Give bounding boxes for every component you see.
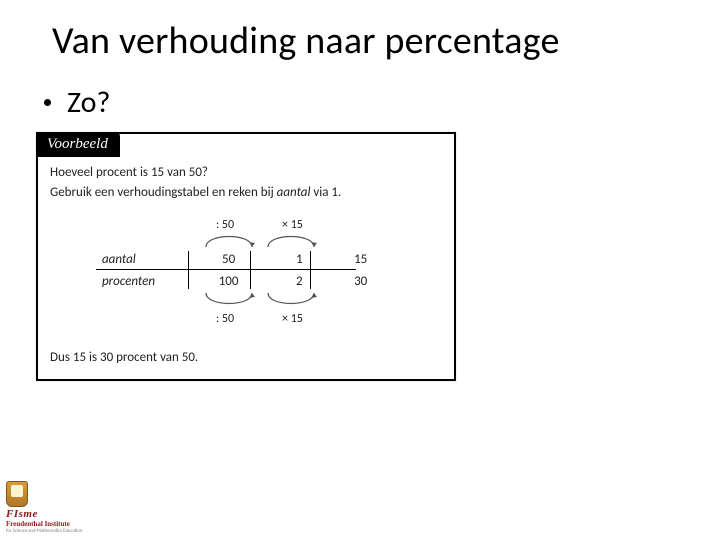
footer-line2: Freudenthal Institute — [6, 520, 70, 528]
cell-r1c2: 1 — [273, 249, 325, 271]
instruction-suffix: via 1. — [310, 185, 341, 200]
cell-r2c3: 30 — [325, 271, 396, 293]
cell-r1c1: 50 — [184, 249, 273, 271]
row-label-aantal: aantal — [96, 249, 184, 271]
arrow-top-left-icon — [200, 229, 258, 249]
slide: Van verhouding naar percentage Zo? Voorb… — [0, 0, 720, 540]
instruction-em: aantal — [277, 185, 311, 200]
footer-line1: FIsme — [6, 508, 38, 520]
op-label-bot-left: : 50 — [216, 311, 234, 327]
table-vline-1 — [188, 251, 189, 289]
example-conclusion: Dus 15 is 30 procent van 50. — [50, 349, 442, 367]
op-label-bot-right: × 15 — [282, 311, 303, 327]
crest-icon — [6, 481, 28, 507]
bullet-text: Zo? — [67, 84, 110, 121]
footer-line3: for Science and Mathematics Education — [6, 528, 82, 534]
table-hline — [96, 269, 356, 270]
example-body: Hoeveel procent is 15 van 50? Gebruik ee… — [38, 134, 454, 379]
ratio-table: aantal 50 1 15 procenten 100 2 30 — [96, 249, 396, 292]
arrow-bot-right-icon — [262, 291, 320, 311]
bullet-item: Zo? — [44, 84, 110, 121]
table-vline-2 — [250, 251, 251, 289]
example-question: Hoeveel procent is 15 van 50? — [50, 164, 442, 182]
example-tab-label: Voorbeeld — [37, 133, 120, 157]
arrow-top-right-icon — [262, 229, 320, 249]
arrow-bot-left-icon — [200, 291, 258, 311]
bullet-dot-icon — [44, 99, 51, 106]
table-vline-3 — [310, 251, 311, 289]
example-instruction: Gebruik een verhoudingstabel en reken bi… — [50, 184, 442, 202]
example-box: Voorbeeld Hoeveel procent is 15 van 50? … — [36, 132, 456, 381]
row-label-procenten: procenten — [96, 271, 184, 293]
cell-r2c2: 2 — [273, 271, 325, 293]
cell-r2c1: 100 — [184, 271, 273, 293]
ratio-diagram: : 50 × 15 aantal 50 1 15 — [96, 211, 396, 341]
footer-logo: FIsme Freudenthal Institute for Science … — [6, 481, 82, 534]
instruction-prefix: Gebruik een verhoudingstabel en reken bi… — [50, 185, 277, 200]
ratio-row-procenten: procenten 100 2 30 — [96, 271, 396, 293]
ratio-row-aantal: aantal 50 1 15 — [96, 249, 396, 271]
cell-r1c3: 15 — [325, 249, 396, 271]
slide-title: Van verhouding naar percentage — [52, 18, 560, 64]
